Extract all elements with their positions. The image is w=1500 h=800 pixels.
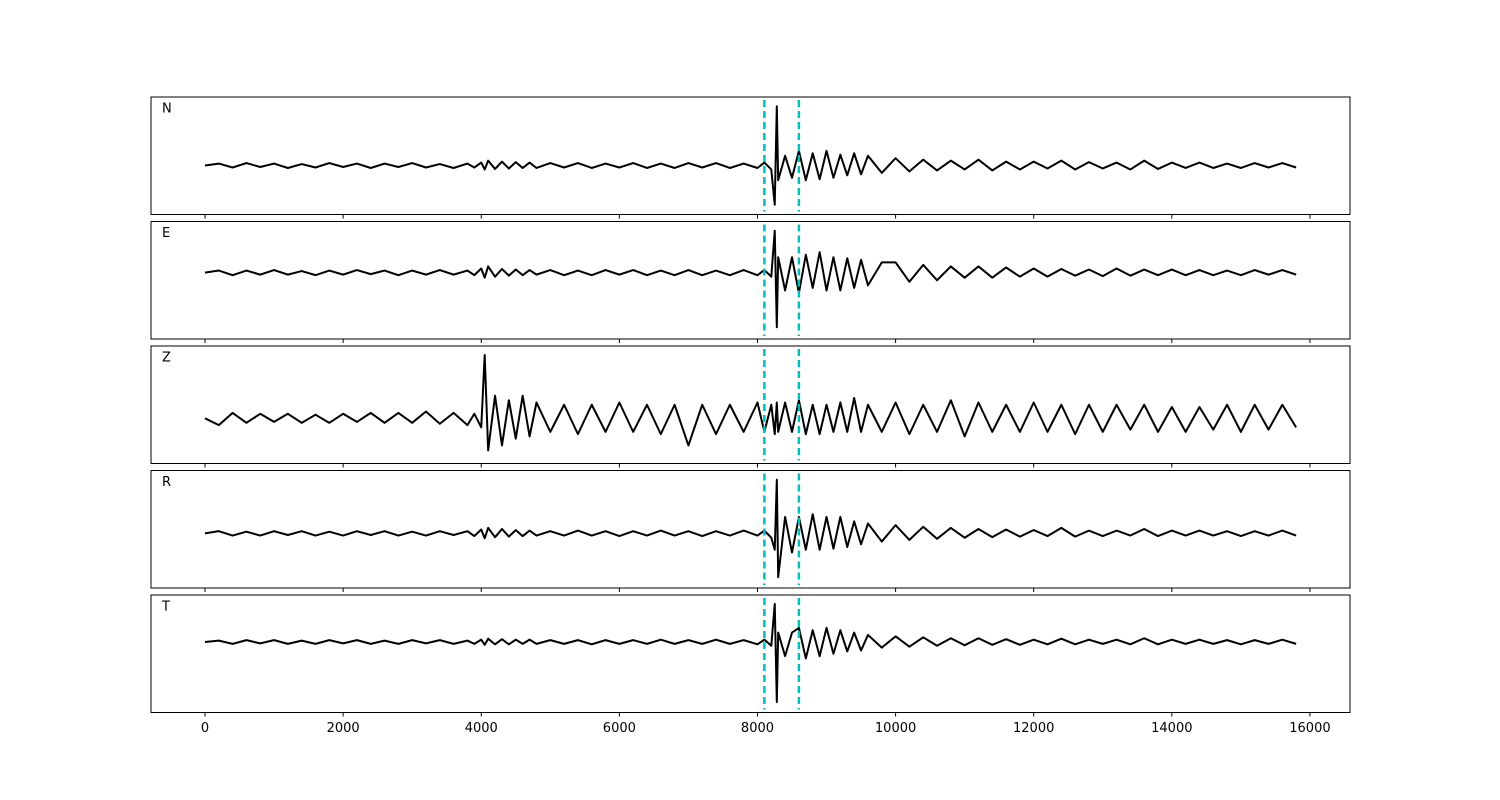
x-tick-label: 14000: [1151, 721, 1192, 736]
x-tick-label: 12000: [1013, 721, 1054, 736]
panel-label: Z: [162, 351, 171, 366]
panel-label: E: [162, 226, 170, 241]
waveform: [204, 229, 1297, 329]
panel-label: R: [162, 475, 171, 490]
x-tick-label: 8000: [741, 721, 774, 736]
panel-frame: [150, 470, 1351, 589]
panel-frame: [150, 221, 1351, 340]
waveform: [204, 602, 1297, 704]
waveform: [204, 354, 1297, 452]
x-tick-label: 10000: [875, 721, 916, 736]
waveform: [204, 105, 1297, 206]
x-tick-label: 0: [201, 721, 209, 736]
waveform: [204, 478, 1297, 579]
x-tick-label: 6000: [603, 721, 636, 736]
panel-label: T: [161, 600, 170, 615]
x-tick-label: 4000: [465, 721, 498, 736]
panel-frame: [150, 96, 1351, 215]
x-tick-label: 2000: [327, 721, 360, 736]
panel-label: N: [162, 102, 172, 117]
panel-frame: [150, 594, 1351, 713]
panel-frame: [150, 345, 1351, 464]
x-tick-label: 16000: [1289, 721, 1330, 736]
